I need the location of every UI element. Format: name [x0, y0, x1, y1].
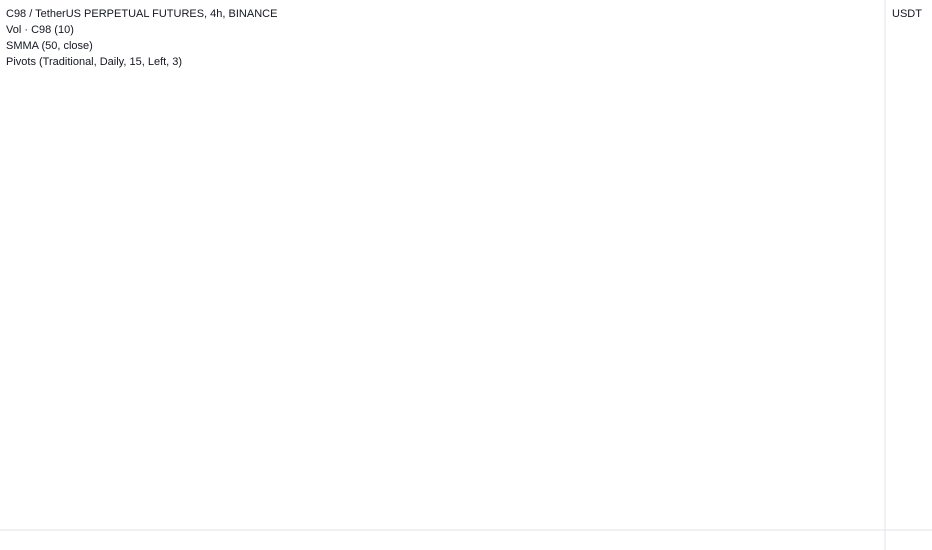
- legend-title: C98 / TetherUS PERPETUAL FUTURES, 4h, BI…: [6, 8, 277, 20]
- legend: C98 / TetherUS PERPETUAL FUTURES, 4h, BI…: [6, 8, 277, 68]
- legend-pivots: Pivots (Traditional, Daily, 15, Left, 3): [6, 56, 182, 68]
- currency: USDT: [892, 8, 922, 20]
- legend-volume: Vol · C98 (10): [6, 24, 74, 36]
- legend-smma: SMMA (50, close): [6, 40, 93, 52]
